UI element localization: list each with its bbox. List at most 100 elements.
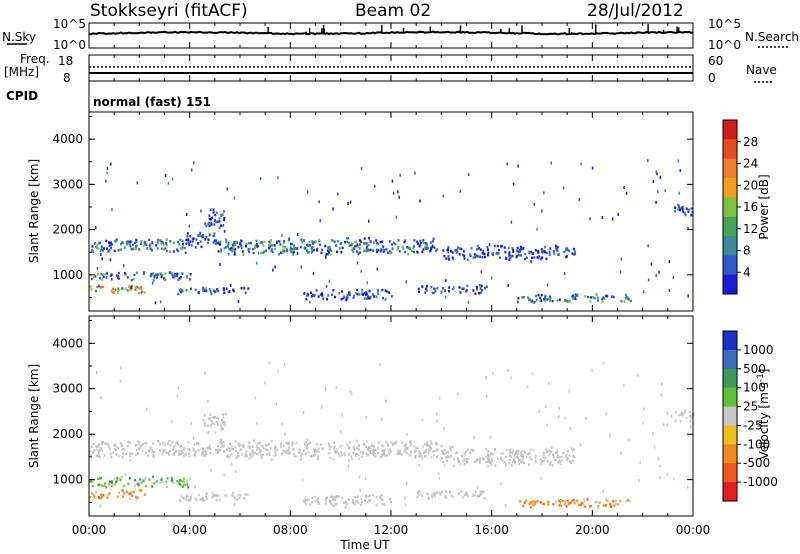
velocity-echo-cell (118, 454, 121, 457)
power-echo-cell (210, 223, 213, 226)
power-echo-cell (537, 293, 540, 297)
power-echo-cell (184, 246, 186, 250)
velocity-echo-cell (586, 498, 589, 501)
velocity-echo-cell (173, 444, 176, 448)
velocity-echo-cell (252, 452, 255, 456)
velocity-echo-cell (340, 444, 343, 448)
velocity-echo-cell (376, 447, 379, 450)
velocity-echo-cell (91, 480, 94, 483)
velocity-echo-cell (556, 451, 558, 454)
velocity-echo-cell (358, 475, 361, 479)
velocity-echo-cell (367, 453, 370, 457)
velocity-echo-cell (543, 502, 546, 506)
power-echo-cell (90, 288, 93, 291)
velocity-echo-cell (652, 432, 654, 436)
velocity-echo-cell (228, 449, 231, 453)
velocity-echo-cell (542, 454, 545, 458)
power-echo-cell (178, 243, 181, 246)
velocity-echo-cell (209, 424, 212, 427)
velocity-echo-cell (326, 496, 329, 499)
power-echo-cell (512, 182, 515, 186)
velocity-echo-cell (179, 445, 182, 448)
power-echo-cell (222, 288, 225, 291)
velocity-echo-cell (180, 483, 183, 487)
power-echo-cell (475, 285, 478, 289)
velocity-echo-cell (687, 485, 689, 489)
power-echo-cell (359, 251, 362, 254)
power-echo-cell (574, 250, 577, 253)
power-echo-cell (445, 257, 448, 260)
velocity-echo-cell (610, 505, 613, 509)
power-echo-cell (681, 207, 684, 211)
velocity-echo-cell (381, 417, 383, 421)
velocity-echo-cell (104, 482, 107, 485)
power-echo-cell (545, 251, 548, 254)
power-echo-cell (217, 289, 220, 293)
power-echo-cell (282, 241, 285, 245)
velocity-echo-cell (131, 452, 134, 455)
power-echo-cell (677, 203, 680, 207)
power-echo-cell (535, 298, 538, 302)
power-echo-cell (475, 254, 478, 257)
power-echo-cell (362, 293, 365, 296)
power-echo-cell (367, 249, 370, 252)
velocity-echo-cell (236, 451, 239, 454)
power-echo-cell (476, 288, 478, 291)
velocity-echo-cell (365, 495, 368, 499)
power-echo-cell (190, 168, 193, 172)
nsky-spikes (267, 24, 680, 33)
power-echo-cell (191, 240, 194, 243)
power-echo-cell (486, 245, 489, 249)
power-echo-cell (129, 288, 132, 291)
velocity-echo-cell (202, 450, 204, 454)
velocity-echo-cell (549, 452, 552, 455)
power-echo-cell (234, 250, 236, 254)
power-echo-cell (163, 278, 166, 281)
velocity-echo-cell (339, 445, 342, 449)
power-echo-cell (96, 243, 99, 247)
power-echo-cell (160, 275, 163, 279)
velocity-echo-cell (466, 457, 469, 461)
power-echo-cell (398, 250, 401, 253)
velocity-echo-cell (529, 448, 532, 452)
power-echo-cell (385, 248, 388, 251)
velocity-echo-cell (217, 448, 220, 451)
velocity-echo-cell (92, 451, 95, 454)
velocity-echo-cell (423, 451, 426, 454)
velocity-echo-cell (328, 499, 331, 503)
power-echo-cell (152, 273, 155, 277)
power-echo-cell (92, 250, 95, 253)
power-echo-cell (199, 240, 202, 243)
velocity-echo-cell (558, 504, 561, 507)
power-echo-cell (574, 297, 577, 301)
velocity-echo-cell (177, 451, 180, 454)
power-echo-cell (537, 251, 540, 254)
power-echo-cell (544, 294, 547, 297)
power-echo-cell (565, 248, 568, 252)
velocity-echo-cell (233, 497, 236, 500)
velocity-echo-cell (114, 448, 117, 452)
power-echo-cell (647, 159, 649, 163)
velocity-echo-cell (446, 455, 449, 459)
power-echo-cell (432, 237, 435, 241)
power-echo-cell (172, 276, 175, 279)
power-echo-cell (447, 255, 450, 258)
power-echo-cell (528, 298, 531, 301)
power-echo-cell (220, 224, 222, 227)
velocity-ytick-label: 1000 (52, 473, 83, 487)
velocity-echo-cell (232, 491, 235, 494)
velocity-echo-cell (379, 363, 381, 367)
power-echo-cell (493, 244, 496, 248)
velocity-echo-cell (563, 501, 566, 504)
power-echo-cell (313, 294, 316, 297)
power-echo-cell (172, 250, 175, 253)
velocity-echo-cell (104, 442, 107, 445)
power-echo-cell (172, 241, 175, 245)
power-echo-cell (396, 248, 399, 251)
velocity-echo-cell (130, 491, 133, 494)
power-echo-cell (165, 238, 168, 242)
power-echo-cell (517, 297, 520, 300)
power-echo-cell (189, 273, 192, 276)
velocity-echo-cell (168, 450, 171, 453)
power-echo-cell (348, 292, 351, 296)
